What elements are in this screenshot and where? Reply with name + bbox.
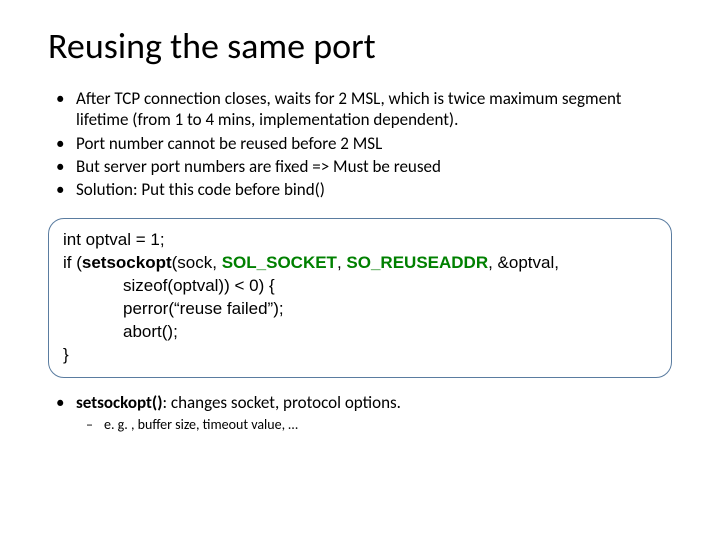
code-box: int optval = 1; if (setsockopt(sock, SOL… [48,218,672,378]
bullet-item: But server port numbers are fixed => Mus… [76,156,672,177]
bullet-text: : changes socket, protocol options. [163,392,401,413]
code-text: if ( [63,253,82,272]
code-const: SOL_SOCKET [222,253,337,272]
bullet-item: Solution: Put this code before bind() [76,179,672,200]
code-line: perror(“reuse failed”); [63,298,653,321]
code-text: , [337,253,346,272]
code-line: sizeof(optval)) < 0) { [63,275,653,298]
bullet-item: Port number cannot be reused before 2 MS… [76,133,672,154]
code-line: abort(); [63,321,653,344]
sub-bullet-list: e. g. , buffer size, timeout value, … [76,416,672,434]
code-line: } [63,344,653,367]
code-line: int optval = 1; [63,229,653,252]
code-line: if (setsockopt(sock, SOL_SOCKET, SO_REUS… [63,252,653,275]
code-const: SO_REUSEADDR [346,253,488,272]
bullet-item: setsockopt(): changes socket, protocol o… [76,392,672,434]
slide-title: Reusing the same port [48,24,672,68]
code-text: , &optval, [488,253,559,272]
bullet-list-top: After TCP connection closes, waits for 2… [48,88,672,200]
bullet-text: Solution: Put this code before [76,179,284,200]
bullet-func: setsockopt() [76,392,163,413]
bullet-code: bind() [284,179,325,200]
code-func: setsockopt [82,253,172,272]
sub-bullet-item: e. g. , buffer size, timeout value, … [104,416,672,434]
code-text: (sock, [172,253,222,272]
bullet-item: After TCP connection closes, waits for 2… [76,88,672,131]
bullet-list-bottom: setsockopt(): changes socket, protocol o… [48,392,672,434]
slide: Reusing the same port After TCP connecti… [0,0,720,540]
